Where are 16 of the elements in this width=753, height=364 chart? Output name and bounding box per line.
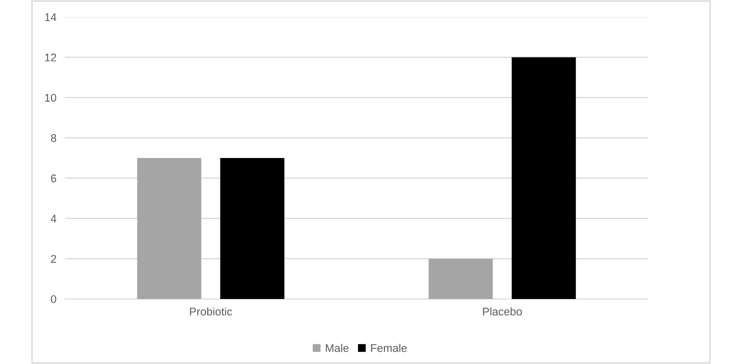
y-tick-label: 6 [51, 174, 56, 182]
y-tick-label: 0 [50, 295, 56, 304]
x-tick-label: Probiotic [190, 307, 232, 316]
y-tick-label: 10 [45, 94, 56, 102]
legend-label: Female [371, 344, 407, 352]
x-tick-label: Placebo [483, 307, 522, 316]
bar [220, 158, 284, 299]
y-tick-label: 14 [45, 13, 56, 22]
bar [428, 258, 493, 299]
y-tick-label: 12 [45, 54, 56, 62]
y-tick-label: 2 [51, 254, 56, 263]
bar [137, 158, 202, 299]
legend-label: Male [326, 344, 349, 352]
y-tick-label: 8 [50, 134, 56, 142]
bar [512, 57, 576, 299]
y-tick-label: 4 [50, 214, 56, 222]
